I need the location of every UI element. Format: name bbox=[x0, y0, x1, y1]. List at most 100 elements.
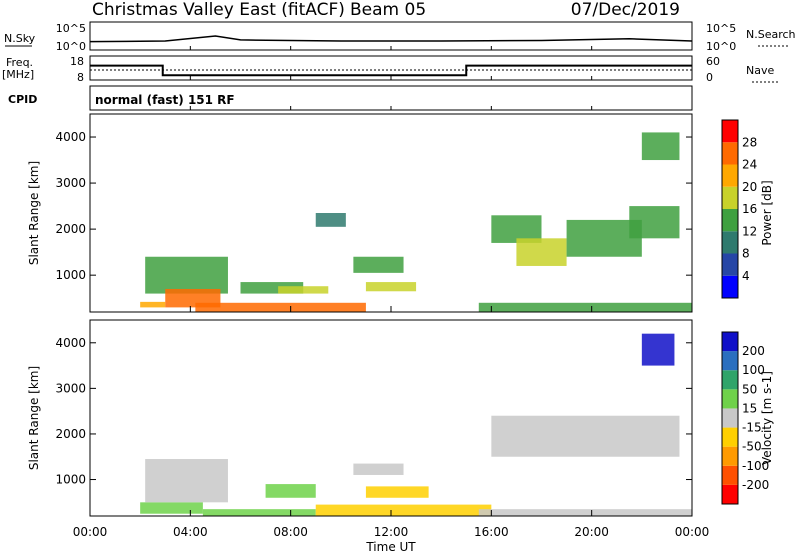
nsky-tick-bottom: 10^0 bbox=[56, 40, 86, 53]
velocity-panel: 4000 3000 2000 1000 Slant Range [km] 200 100… bbox=[27, 319, 774, 517]
velocity-ytick-label-0: 4000 bbox=[55, 336, 86, 350]
velocity-cell-0 bbox=[140, 502, 203, 514]
power-colorbar-tick-2: 20 bbox=[742, 180, 757, 194]
power-cell-11 bbox=[516, 238, 567, 266]
velocity-ytick-label-2: 2000 bbox=[55, 427, 86, 441]
velocity-colorbar-swatch-0 bbox=[722, 484, 738, 504]
nsky-panel: N.Sky 10^5 10^0 10^5 10^0 N.Search bbox=[4, 21, 796, 53]
nave-tick-top: 60 bbox=[706, 55, 720, 68]
velocity-yticks: 4000 3000 2000 1000 bbox=[55, 336, 692, 487]
power-cell-12 bbox=[566, 219, 642, 257]
power-ylabel: Slant Range [km] bbox=[27, 161, 41, 265]
power-cell-4 bbox=[240, 282, 304, 294]
freq-tick-bottom: 8 bbox=[77, 71, 84, 84]
power-colorbar-swatch-2 bbox=[722, 231, 738, 254]
freq-unit-label: [MHz] bbox=[2, 68, 34, 81]
cpid-text: normal (fast) 151 RF bbox=[95, 93, 235, 107]
power-ytick-label-3: 1000 bbox=[55, 268, 86, 282]
power-colorbar-tick-6: 4 bbox=[742, 269, 750, 283]
x-tick-label-5: 20:00 bbox=[574, 525, 609, 539]
power-cell-3 bbox=[195, 302, 366, 312]
velocity-cell-2 bbox=[202, 509, 316, 516]
velocity-colorbar-swatch-5 bbox=[722, 389, 738, 409]
power-cell-7 bbox=[353, 256, 404, 273]
date-title: 07/Dec/2019 bbox=[571, 0, 680, 20]
velocity-cell-1 bbox=[145, 459, 228, 503]
power-colorbar-swatch-5 bbox=[722, 164, 738, 187]
nsearch-label: N.Search bbox=[746, 28, 796, 41]
power-cell-6 bbox=[315, 213, 346, 227]
power-colorbar-swatch-3 bbox=[722, 209, 738, 232]
x-axis: 00:00 04:00 08:00 12:00 16:00 20:00 00:00 bbox=[73, 46, 710, 539]
nsky-tick-top: 10^5 bbox=[56, 22, 86, 35]
power-cell-0 bbox=[140, 301, 166, 308]
power-colorbar-tick-3: 16 bbox=[742, 202, 757, 216]
velocity-colorbar-label: Velocity [m s-1] bbox=[760, 371, 774, 465]
power-ytick-label-2: 2000 bbox=[55, 222, 86, 236]
station-title: Christmas Valley East (fitACF) bbox=[92, 0, 345, 20]
velocity-cell-4 bbox=[353, 463, 404, 475]
power-cell-14 bbox=[641, 132, 680, 161]
velocity-cell-6 bbox=[315, 504, 492, 516]
nsearch-tick-top: 10^5 bbox=[706, 22, 736, 35]
x-axis-label: Time UT bbox=[365, 540, 416, 554]
x-tick-label-1: 04:00 bbox=[173, 525, 208, 539]
cpid-label: CPID bbox=[8, 93, 37, 106]
velocity-heatmap bbox=[140, 333, 692, 516]
velocity-colorbar-tick-6: -100 bbox=[742, 459, 769, 473]
power-colorbar: 28 24 20 16 12 8 4 bbox=[721, 119, 757, 299]
freq-tick-top: 18 bbox=[70, 55, 84, 68]
power-colorbar-tick-1: 24 bbox=[742, 158, 757, 172]
velocity-colorbar-tick-4: -15 bbox=[742, 421, 762, 435]
power-colorbar-swatch-0 bbox=[722, 275, 738, 298]
freq-panel: Freq. [MHz] 18 8 60 0 Nave bbox=[2, 55, 778, 84]
nave-tick-bottom: 0 bbox=[706, 71, 713, 84]
x-tick-label-2: 08:00 bbox=[273, 525, 308, 539]
power-colorbar-swatch-4 bbox=[722, 186, 738, 209]
power-colorbar-tick-4: 12 bbox=[742, 224, 757, 238]
power-colorbar-swatch-6 bbox=[722, 142, 738, 165]
velocity-colorbar-swatch-2 bbox=[722, 446, 738, 466]
power-colorbar-tick-5: 8 bbox=[742, 247, 750, 261]
power-cell-13 bbox=[629, 206, 680, 239]
power-ytick-label-0: 4000 bbox=[55, 130, 86, 144]
x-tick-label-6: 00:00 bbox=[675, 525, 710, 539]
power-ytick-label-1: 3000 bbox=[55, 176, 86, 190]
velocity-colorbar-tick-5: -50 bbox=[742, 440, 762, 454]
beam-title: Beam 05 bbox=[350, 0, 426, 20]
power-colorbar-swatch-1 bbox=[722, 253, 738, 276]
nsearch-tick-bottom: 10^0 bbox=[706, 40, 736, 53]
velocity-colorbar-swatch-1 bbox=[722, 465, 738, 485]
velocity-cell-9 bbox=[641, 333, 675, 366]
velocity-colorbar-tick-2: 50 bbox=[742, 382, 757, 396]
velocity-colorbar: 200 100 50 15 -15 -50 -100 -200 bbox=[721, 331, 769, 505]
power-yticks: 4000 3000 2000 1000 bbox=[55, 130, 692, 282]
velocity-colorbar-tick-3: 15 bbox=[742, 401, 757, 415]
power-colorbar-swatch-7 bbox=[722, 120, 738, 143]
velocity-cell-7 bbox=[478, 509, 692, 516]
nave-label: Nave bbox=[746, 64, 774, 77]
velocity-colorbar-tick-0: 200 bbox=[742, 344, 765, 358]
velocity-ytick-label-3: 1000 bbox=[55, 473, 86, 487]
nsky-series-line bbox=[89, 35, 693, 43]
power-cell-8 bbox=[365, 282, 417, 292]
velocity-colorbar-frame bbox=[721, 331, 739, 505]
velocity-colorbar-tick-1: 100 bbox=[742, 363, 765, 377]
power-heatmap bbox=[140, 132, 692, 312]
velocity-cell-3 bbox=[265, 484, 316, 498]
power-colorbar-frame bbox=[721, 119, 739, 299]
cpid-panel: CPID normal (fast) 151 RF bbox=[8, 85, 693, 111]
power-panel: 4000 3000 2000 1000 Slant Range [km] 28 24 20… bbox=[27, 113, 774, 313]
power-colorbar-label: Power [dB] bbox=[760, 180, 774, 245]
velocity-colorbar-tick-7: -200 bbox=[742, 478, 769, 492]
velocity-colorbar-swatch-7 bbox=[722, 351, 738, 371]
velocity-colorbar-swatch-6 bbox=[722, 370, 738, 390]
freq-series-line bbox=[90, 64, 692, 77]
nsky-label: N.Sky bbox=[4, 32, 36, 45]
freq-label: Freq. bbox=[6, 56, 33, 69]
velocity-colorbar-swatch-3 bbox=[722, 427, 738, 447]
x-tick-label-4: 16:00 bbox=[474, 525, 509, 539]
power-cell-1 bbox=[145, 256, 228, 294]
velocity-cell-8 bbox=[491, 415, 680, 457]
